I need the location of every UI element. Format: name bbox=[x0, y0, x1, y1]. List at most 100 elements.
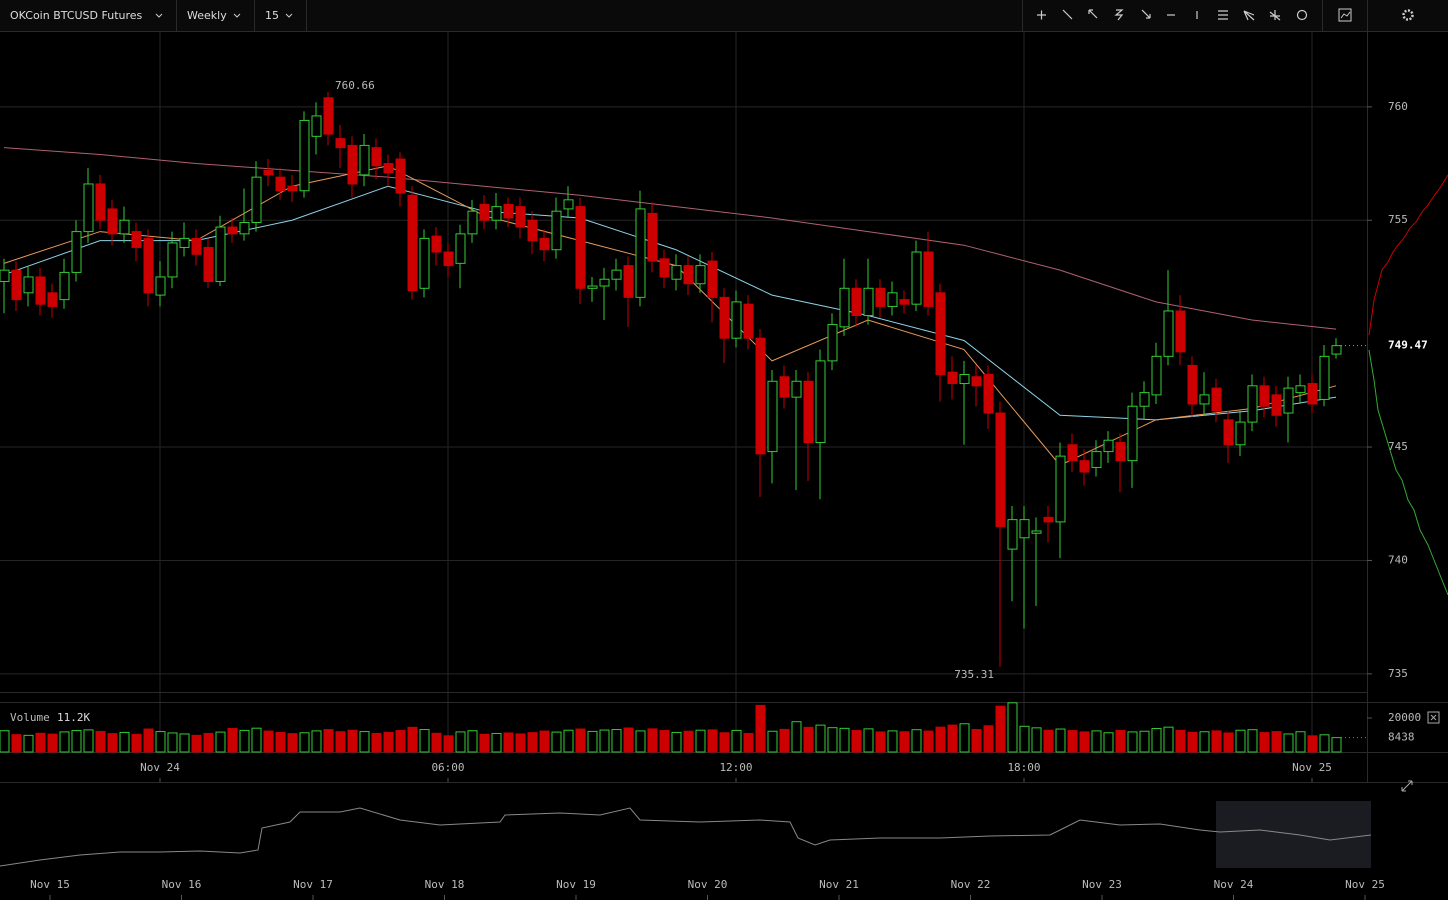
candle-body bbox=[947, 371, 958, 385]
candle-body bbox=[599, 278, 610, 287]
range-label[interactable]: Weekly bbox=[187, 9, 227, 22]
symbol-button[interactable]: OKCoin BTCUSD Futures bbox=[10, 9, 163, 22]
candle-body bbox=[1223, 419, 1234, 446]
candle-body bbox=[239, 222, 250, 235]
candle-body bbox=[731, 301, 742, 339]
symbol-label[interactable]: OKCoin BTCUSD Futures bbox=[10, 9, 143, 22]
volume-bar bbox=[563, 729, 574, 753]
candle-body bbox=[1103, 439, 1114, 453]
candle-body bbox=[1139, 392, 1150, 407]
volume-bar bbox=[455, 731, 466, 753]
volume-bar bbox=[1007, 702, 1018, 753]
volume-bar bbox=[611, 729, 622, 753]
volume-bar bbox=[239, 729, 250, 753]
candle-body bbox=[491, 206, 502, 221]
navigator-label: Nov 17 bbox=[293, 878, 333, 891]
close-volume-button[interactable] bbox=[1427, 711, 1440, 724]
candle-body bbox=[59, 271, 70, 301]
candle-body bbox=[263, 169, 274, 176]
drawing-tools bbox=[1037, 9, 1308, 21]
line-tool[interactable] bbox=[1062, 9, 1073, 20]
volume-bar bbox=[83, 729, 94, 753]
volume-bar bbox=[491, 732, 502, 753]
volume-bar bbox=[983, 725, 994, 753]
volume-bar bbox=[275, 731, 286, 753]
volume-bar bbox=[755, 704, 766, 753]
candle-body bbox=[1043, 516, 1054, 523]
candle-body bbox=[131, 231, 142, 248]
candle-body bbox=[983, 373, 994, 414]
candle-body bbox=[803, 380, 814, 444]
volume-bar bbox=[119, 731, 130, 753]
volume-bar bbox=[1067, 730, 1078, 753]
volume-bar bbox=[1259, 732, 1270, 753]
candle-body bbox=[1031, 530, 1042, 534]
volume-bar bbox=[827, 727, 838, 753]
candle-body bbox=[959, 373, 970, 385]
volume-bar bbox=[695, 729, 706, 753]
volume-bar bbox=[1199, 731, 1210, 753]
settings-button[interactable] bbox=[1402, 9, 1414, 21]
navigator-axis: Nov 15 Nov 16 Nov 17 Nov 18 Nov 19 Nov 20 Nov … bbox=[30, 878, 1385, 900]
candle-body bbox=[407, 194, 418, 292]
chevron bbox=[285, 13, 293, 18]
volume-bar bbox=[227, 728, 238, 753]
candle-body bbox=[431, 235, 442, 253]
candle-body bbox=[83, 183, 94, 233]
volume-bar bbox=[743, 732, 754, 753]
volume-bar bbox=[635, 730, 646, 753]
candle-body bbox=[1247, 385, 1258, 423]
candle-body bbox=[515, 206, 526, 228]
volume-bar bbox=[1247, 729, 1258, 753]
candle-body bbox=[539, 237, 550, 251]
candle-body bbox=[167, 242, 178, 278]
crosshair-tool[interactable] bbox=[1037, 10, 1046, 20]
navigator-label: Nov 24 bbox=[1214, 878, 1254, 891]
candle-body bbox=[71, 231, 82, 273]
volume-bar bbox=[1271, 731, 1282, 753]
candle-body bbox=[1055, 455, 1066, 523]
volume-legend-name: Volume bbox=[10, 711, 50, 724]
arrow-tool[interactable] bbox=[1141, 9, 1151, 19]
volume-bar bbox=[539, 730, 550, 753]
circle-tool[interactable] bbox=[1296, 9, 1308, 21]
navigator-label: Nov 25 bbox=[1345, 878, 1385, 891]
candle-body bbox=[203, 246, 214, 282]
candle-body bbox=[1151, 355, 1162, 396]
candle-body bbox=[107, 208, 118, 235]
volume-bar bbox=[1091, 730, 1102, 753]
candle-body bbox=[695, 265, 706, 285]
volume-bar bbox=[59, 731, 70, 753]
volume-bar bbox=[935, 726, 946, 753]
indicators-button[interactable] bbox=[1338, 8, 1352, 22]
volume-bar bbox=[71, 730, 82, 753]
volume-bar bbox=[839, 727, 850, 753]
candle-body bbox=[1295, 385, 1306, 394]
volume-bar bbox=[947, 724, 958, 753]
volume-bar bbox=[1319, 734, 1330, 753]
moving-average-line bbox=[3, 185, 1337, 421]
fan-tool[interactable] bbox=[1243, 10, 1255, 21]
ray-tool[interactable] bbox=[1088, 9, 1098, 19]
expand-button[interactable] bbox=[1401, 780, 1413, 792]
volume-bar bbox=[887, 730, 898, 753]
volume-bar bbox=[263, 730, 274, 753]
volume-bar bbox=[1307, 735, 1318, 753]
parallel-tool[interactable] bbox=[1218, 10, 1228, 20]
pitchfork-tool[interactable] bbox=[1269, 10, 1281, 21]
candle-body bbox=[719, 296, 730, 339]
volume-bar bbox=[551, 731, 562, 753]
volume-bar bbox=[779, 728, 790, 753]
range-button[interactable]: Weekly bbox=[187, 9, 241, 22]
volume-bar bbox=[1043, 729, 1054, 753]
candle-body bbox=[935, 292, 946, 375]
interval-button[interactable]: 15 bbox=[265, 9, 293, 22]
volume-bar bbox=[503, 732, 514, 753]
interval-label[interactable]: 15 bbox=[265, 9, 279, 22]
zigzag-tool[interactable] bbox=[1114, 9, 1124, 21]
volume-bar bbox=[443, 735, 454, 753]
navigator-label: Nov 18 bbox=[425, 878, 465, 891]
volume-bar bbox=[203, 732, 214, 753]
toolbar bbox=[0, 0, 1448, 31]
